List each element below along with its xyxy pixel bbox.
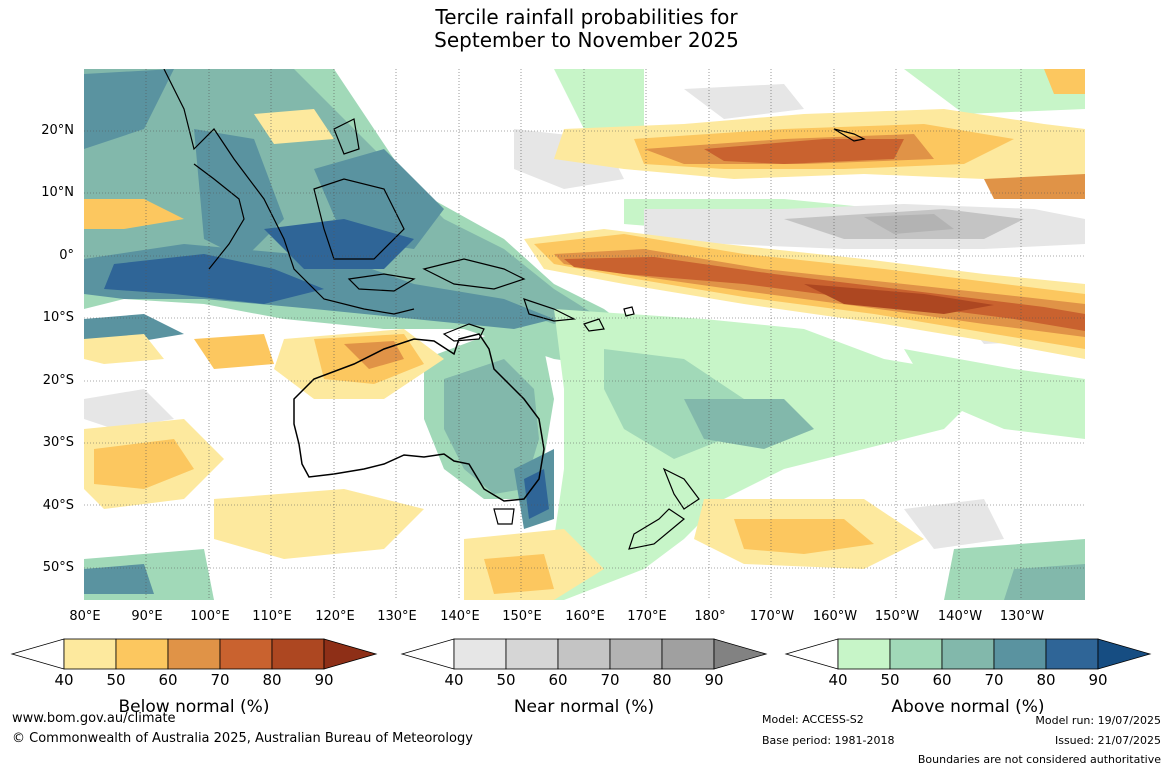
colorbar-near-segment bbox=[505, 638, 559, 670]
lon-label-110e: 110°E bbox=[252, 609, 292, 624]
above-tick-50: 50 bbox=[880, 671, 900, 689]
above-tick-40: 40 bbox=[828, 671, 848, 689]
lon-label-120e: 120°E bbox=[315, 609, 355, 624]
colorbar-below-segment bbox=[10, 638, 65, 670]
colorbar-above-segment bbox=[993, 638, 1047, 670]
above-tick-80: 80 bbox=[1036, 671, 1056, 689]
below-tick-90: 90 bbox=[314, 671, 334, 689]
lon-label-160w: 160°W bbox=[812, 609, 858, 624]
near-tick-50: 50 bbox=[496, 671, 516, 689]
above-tick-70: 70 bbox=[984, 671, 1004, 689]
lon-label-170e: 170°E bbox=[627, 609, 667, 624]
lat-label-40s: 40°S bbox=[42, 498, 74, 513]
colorbar-above-segment bbox=[784, 638, 839, 670]
below-tick-40: 40 bbox=[54, 671, 74, 689]
lat-label-30s: 30°S bbox=[42, 435, 74, 450]
model-run-date: Model run: 19/07/2025 bbox=[1035, 714, 1161, 727]
colorbar-near-segment bbox=[713, 638, 768, 670]
colorbar-below-segment bbox=[219, 638, 273, 670]
colorbar-near-segment bbox=[557, 638, 611, 670]
near-tick-60: 60 bbox=[548, 671, 568, 689]
issued-date: Issued: 21/07/2025 bbox=[1054, 734, 1161, 747]
copyright-notice: © Commonwealth of Australia 2025, Austra… bbox=[12, 731, 473, 746]
colorbar-near-segment bbox=[609, 638, 663, 670]
lon-label-90e: 90°E bbox=[131, 609, 163, 624]
near-tick-90: 90 bbox=[704, 671, 724, 689]
lat-label-0: 0° bbox=[59, 248, 74, 263]
website-link[interactable]: www.bom.gov.au/climate bbox=[12, 711, 176, 726]
lon-label-160e: 160°E bbox=[565, 609, 605, 624]
near-tick-70: 70 bbox=[600, 671, 620, 689]
lon-label-170w: 170°W bbox=[749, 609, 795, 624]
map-svg bbox=[84, 68, 1085, 600]
above-tick-60: 60 bbox=[932, 671, 952, 689]
colorbar-near-segment bbox=[400, 638, 455, 670]
coastlines bbox=[163, 68, 866, 550]
lon-label-140w: 140°W bbox=[937, 609, 983, 624]
lon-label-100e: 100°E bbox=[190, 609, 230, 624]
lat-label-20n: 20°N bbox=[41, 123, 74, 138]
lat-label-20s: 20°S bbox=[42, 373, 74, 388]
colorbar-near-segment bbox=[661, 638, 715, 670]
colorbar-below-segment bbox=[323, 638, 378, 670]
above-tick-90: 90 bbox=[1088, 671, 1108, 689]
lon-label-80e: 80°E bbox=[69, 609, 101, 624]
colorbar-above-segment bbox=[889, 638, 943, 670]
probability-map bbox=[84, 68, 1085, 600]
base-period: Base period: 1981-2018 bbox=[762, 734, 895, 747]
below-tick-60: 60 bbox=[158, 671, 178, 689]
above-normal-title: Above normal (%) bbox=[891, 697, 1045, 717]
below-tick-50: 50 bbox=[106, 671, 126, 689]
colorbar-above-segment bbox=[941, 638, 995, 670]
colorbar-above-segment bbox=[1097, 638, 1152, 670]
colorbar-below-segment bbox=[115, 638, 169, 670]
lon-label-130w: 130°W bbox=[999, 609, 1045, 624]
colorbar-below-segment bbox=[167, 638, 221, 670]
boundaries-disclaimer: Boundaries are not considered authoritat… bbox=[917, 753, 1161, 766]
map-title-line2: September to November 2025 bbox=[434, 28, 739, 52]
below-normal-title: Below normal (%) bbox=[118, 697, 270, 717]
colorbar-above-normal bbox=[784, 638, 1152, 670]
lon-label-180: 180° bbox=[694, 609, 726, 624]
lon-label-150e: 150°E bbox=[502, 609, 542, 624]
near-normal-title: Near normal (%) bbox=[513, 697, 655, 717]
below-tick-80: 80 bbox=[262, 671, 282, 689]
near-tick-80: 80 bbox=[652, 671, 672, 689]
near-tick-40: 40 bbox=[444, 671, 464, 689]
colorbar-below-segment bbox=[271, 638, 325, 670]
colorbar-above-segment bbox=[837, 638, 891, 670]
lat-label-10n: 10°N bbox=[41, 185, 74, 200]
map-title-line1: Tercile rainfall probabilities for bbox=[435, 5, 738, 29]
graticule bbox=[84, 69, 1085, 600]
colorbar-near-segment bbox=[453, 638, 507, 670]
above-normal-field bbox=[84, 69, 1085, 600]
colorbar-below-segment bbox=[63, 638, 117, 670]
colorbar-below-normal bbox=[10, 638, 378, 670]
lat-label-50s: 50°S bbox=[42, 560, 74, 575]
lat-label-10s: 10°S bbox=[42, 310, 74, 325]
model-name: Model: ACCESS-S2 bbox=[762, 713, 864, 726]
colorbar-near-normal bbox=[400, 638, 768, 670]
lon-label-140e: 140°E bbox=[440, 609, 480, 624]
lon-label-130e: 130°E bbox=[377, 609, 417, 624]
lon-label-150w: 150°W bbox=[874, 609, 920, 624]
colorbar-above-segment bbox=[1045, 638, 1099, 670]
below-tick-70: 70 bbox=[210, 671, 230, 689]
